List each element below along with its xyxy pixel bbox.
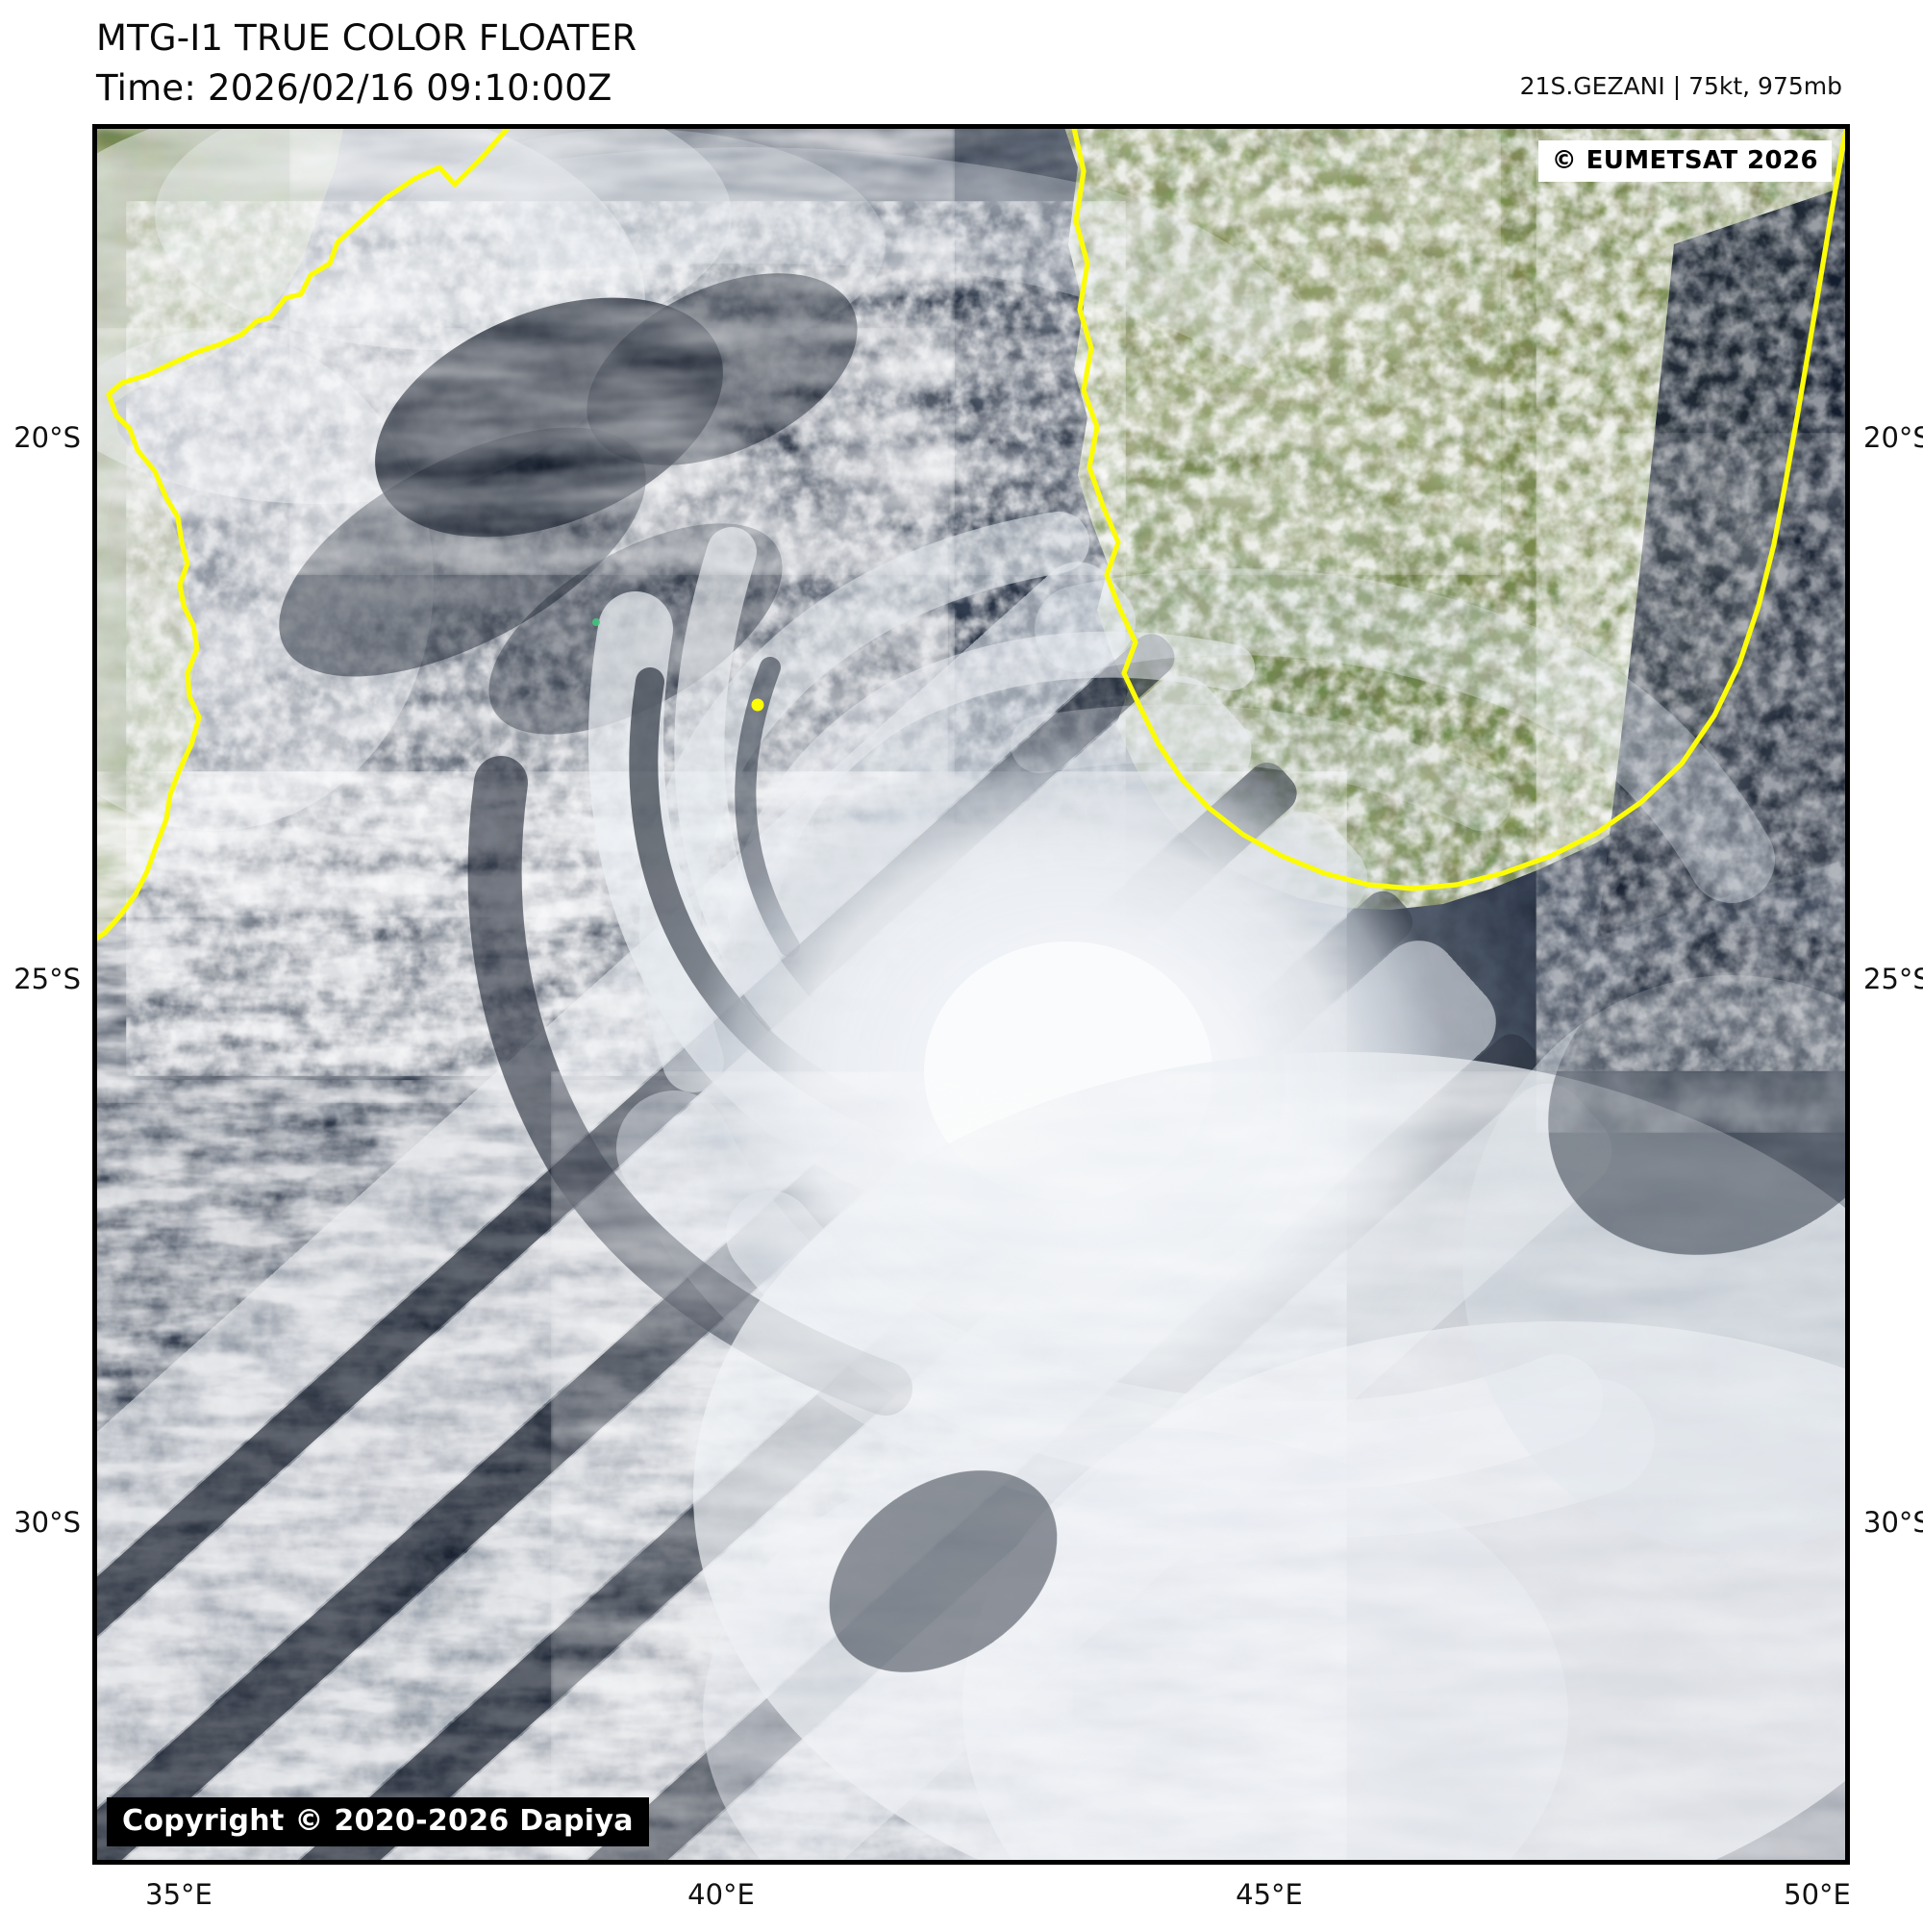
lon-tick-35e: 35°E	[145, 1878, 212, 1911]
timestamp-label: Time: 2026/02/16 09:10:00Z	[96, 67, 612, 109]
lat-tick-left-30s: 30°S	[13, 1506, 81, 1539]
lat-tick-right-25s: 25°S	[1863, 963, 1923, 995]
storm-info-label: 21S.GEZANI | 75kt, 975mb	[1519, 72, 1842, 100]
lat-tick-left-20s: 20°S	[13, 421, 81, 454]
satellite-image-panel[interactable]: © EUMETSAT 2026 Copyright © 2020-2026 Da…	[92, 124, 1850, 1865]
dapiya-copyright-badge: Copyright © 2020-2026 Dapiya	[107, 1797, 649, 1846]
lat-tick-left-25s: 25°S	[13, 963, 81, 995]
page-title: MTG-I1 TRUE COLOR FLOATER	[96, 17, 637, 59]
lon-tick-40e: 40°E	[687, 1878, 755, 1911]
satellite-image-canvas: © EUMETSAT 2026 Copyright © 2020-2026 Da…	[97, 129, 1845, 1860]
secondary-marker-dot	[592, 618, 600, 626]
lat-tick-right-20s: 20°S	[1863, 421, 1923, 454]
eumetsat-copyright-badge: © EUMETSAT 2026	[1537, 140, 1832, 182]
coastline-overlay	[97, 129, 1845, 941]
lat-tick-right-30s: 30°S	[1863, 1506, 1923, 1539]
lon-tick-45e: 45°E	[1236, 1878, 1303, 1911]
storm-marker-dot	[751, 698, 764, 712]
lon-tick-50e: 50°E	[1784, 1878, 1851, 1911]
outflow-shield	[693, 975, 1845, 1860]
true-color-satellite-imagery	[97, 129, 1845, 1860]
